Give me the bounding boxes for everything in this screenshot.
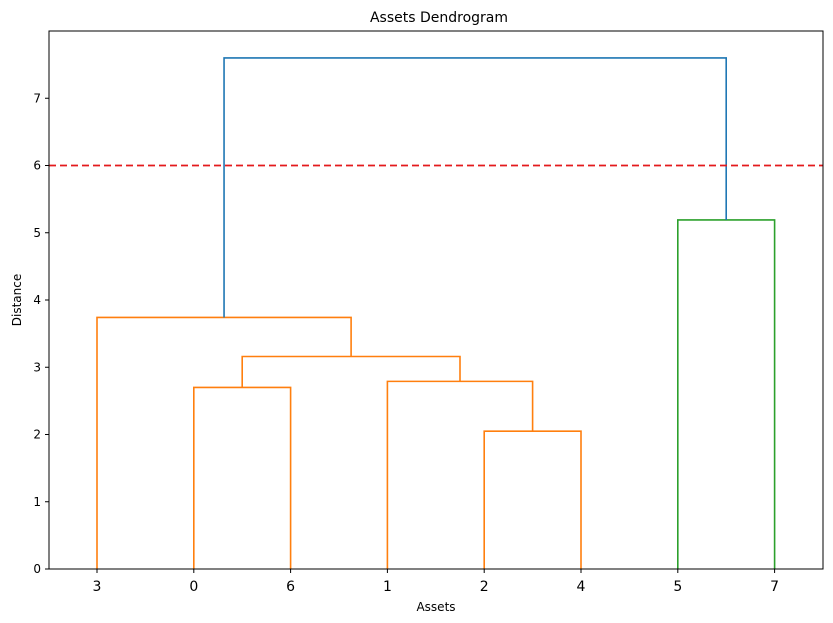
y-axis-label: Distance xyxy=(10,274,24,326)
dendrogram-link-1 xyxy=(193,386,292,569)
plot-frame xyxy=(48,30,824,570)
x-tick-label-3: 3 xyxy=(93,579,102,595)
dendrogram-link-3 xyxy=(241,355,461,388)
x-tick-label-7: 7 xyxy=(770,579,779,595)
x-tick-label-5: 5 xyxy=(673,579,682,595)
x-tick-label-4: 4 xyxy=(577,579,586,595)
dendrogram-link-5 xyxy=(676,219,776,569)
y-tick-label-6: 6 xyxy=(33,159,41,173)
y-tick-label-2: 2 xyxy=(33,428,41,442)
dendrogram-link-0 xyxy=(483,430,582,569)
y-axis: 0 1 2 3 4 5 6 7 xyxy=(33,91,49,576)
x-tick-label-0: 0 xyxy=(189,579,198,595)
y-tick-label-5: 5 xyxy=(33,226,41,240)
dendrogram-link-2 xyxy=(386,380,534,569)
x-tick-label-2: 2 xyxy=(480,579,489,595)
x-tick-label-1: 1 xyxy=(383,579,392,595)
dendrogram-link-4 xyxy=(96,316,352,569)
dendrogram-link-6 xyxy=(223,57,728,318)
y-tick-label-7: 7 xyxy=(33,91,41,105)
y-tick-label-3: 3 xyxy=(33,360,41,374)
y-tick-label-4: 4 xyxy=(33,293,41,307)
y-tick-label-1: 1 xyxy=(33,495,41,509)
x-tick-label-6: 6 xyxy=(286,579,295,595)
chart-title: Assets Dendrogram xyxy=(370,10,508,26)
y-tick-label-0: 0 xyxy=(33,562,41,576)
x-axis-label: Assets xyxy=(416,600,455,614)
dendrogram-links xyxy=(96,57,776,569)
